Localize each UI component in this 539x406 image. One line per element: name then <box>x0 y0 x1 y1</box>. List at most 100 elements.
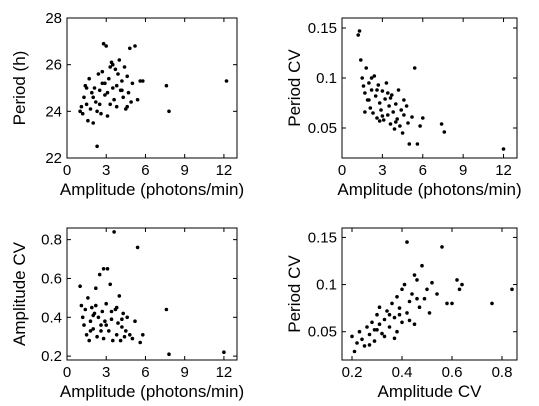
data-point <box>83 307 88 312</box>
y-tick-label: 0.6 <box>41 270 62 287</box>
data-point <box>400 131 405 135</box>
x-tick-label: 3 <box>102 364 110 381</box>
y-axis-label: Period CV <box>285 255 304 333</box>
data-point <box>386 113 390 117</box>
data-point <box>101 336 106 341</box>
data-point <box>91 313 95 318</box>
data-point <box>398 124 402 128</box>
data-point <box>222 350 226 355</box>
data-point <box>99 323 103 327</box>
data-point <box>141 79 145 83</box>
x-tick-label: 12 <box>216 364 233 381</box>
panel-period-vs-amplitude: 0 3 6 9 12 22 24 26 28 Amplitude (photons/min) Per… <box>10 10 244 199</box>
data-point <box>418 124 422 128</box>
data-point <box>94 100 98 104</box>
data-point <box>404 104 409 108</box>
data-point <box>355 341 359 345</box>
data-point <box>455 278 459 282</box>
data-point <box>381 118 386 122</box>
data-point <box>111 86 115 90</box>
data-point <box>382 317 387 322</box>
data-point <box>395 329 399 334</box>
data-point <box>84 102 89 107</box>
data-point <box>370 320 374 325</box>
data-point <box>114 333 119 337</box>
data-point <box>425 287 429 292</box>
data-point <box>78 284 82 289</box>
x-tick-label: 12 <box>495 162 512 179</box>
data-point <box>82 95 86 100</box>
data-point <box>402 98 406 102</box>
data-point <box>387 312 392 317</box>
data-point <box>100 309 105 314</box>
data-point <box>80 111 85 116</box>
x-tick-label: 0 <box>63 162 71 179</box>
data-point <box>385 309 389 313</box>
data-point <box>164 83 169 88</box>
data-point <box>510 287 514 292</box>
data-point <box>105 267 110 271</box>
data-point <box>90 305 94 310</box>
data-point <box>104 323 108 327</box>
data-point <box>108 65 112 69</box>
data-point <box>117 58 122 62</box>
data-point <box>380 331 384 336</box>
data-point <box>141 333 145 337</box>
data-point <box>412 66 417 70</box>
data-point <box>367 81 371 85</box>
data-point <box>91 327 95 331</box>
data-point <box>108 282 112 287</box>
data-point <box>369 76 374 80</box>
data-point <box>86 118 90 123</box>
data-point <box>388 96 393 100</box>
data-point <box>91 95 95 100</box>
data-point <box>362 344 367 348</box>
data-point <box>421 116 425 120</box>
data-point <box>392 336 397 341</box>
data-point <box>361 84 366 88</box>
data-point <box>88 107 93 111</box>
data-point <box>82 323 86 327</box>
data-point <box>118 338 123 343</box>
x-tick-label: 6 <box>141 364 149 381</box>
y-tick-label: 28 <box>45 10 62 27</box>
data-point <box>120 325 124 329</box>
plot-frame <box>341 17 518 159</box>
data-point <box>129 100 133 104</box>
data-point <box>120 317 124 322</box>
data-point <box>376 83 381 87</box>
x-tick-label: 6 <box>141 162 149 179</box>
data-point <box>101 267 106 271</box>
data-point <box>368 106 373 110</box>
data-point <box>103 93 107 97</box>
data-point <box>224 79 229 83</box>
data-point <box>111 62 115 67</box>
data-point <box>406 121 410 125</box>
data-point <box>388 122 393 126</box>
data-point <box>87 338 91 343</box>
data-point <box>92 86 97 90</box>
data-point <box>450 301 454 306</box>
data-point <box>108 102 112 107</box>
data-point <box>375 116 379 120</box>
data-point <box>371 111 375 115</box>
y-tick-label: 0.15 <box>308 229 337 246</box>
data-point <box>104 301 108 306</box>
data-point <box>95 109 99 114</box>
x-axis-label: Amplitude (photons/min) <box>60 382 244 401</box>
data-point <box>445 301 449 306</box>
data-point <box>112 97 116 102</box>
data-point <box>369 88 374 92</box>
data-point <box>391 110 396 114</box>
data-point <box>400 287 404 292</box>
data-point <box>380 89 385 93</box>
data-point <box>375 312 379 317</box>
data-point <box>357 29 362 33</box>
data-point <box>402 282 407 287</box>
data-point <box>109 309 114 314</box>
y-tick-label: 0.4 <box>41 309 62 326</box>
data-point <box>405 311 409 315</box>
data-point <box>407 142 412 146</box>
data-point <box>88 319 93 324</box>
data-point <box>415 296 419 301</box>
